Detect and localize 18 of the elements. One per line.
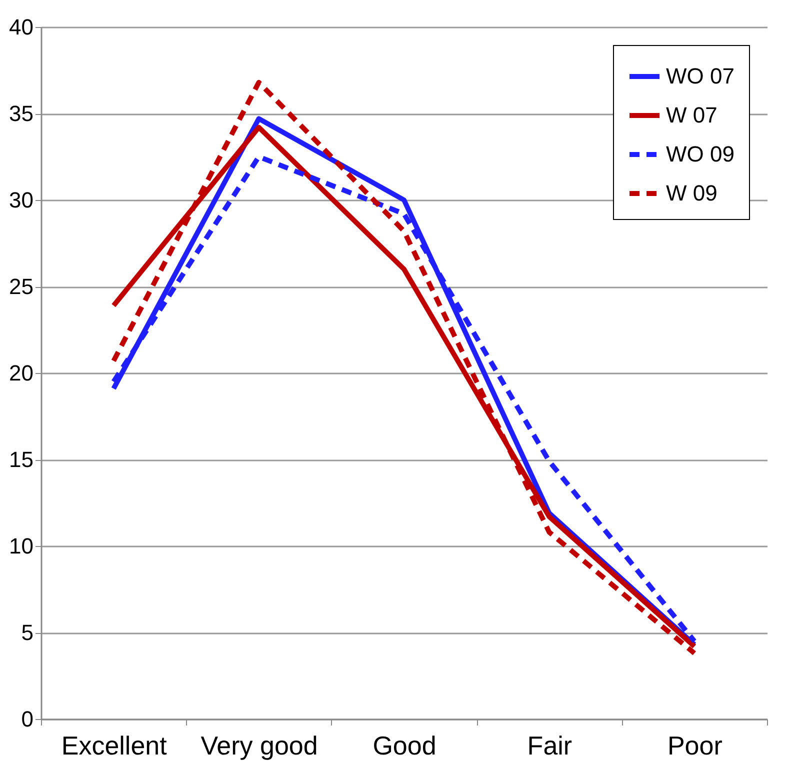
y-tick-label: 20 — [9, 360, 34, 386]
x-tick-label: Excellent — [61, 730, 168, 760]
y-tick-label: 5 — [21, 620, 34, 645]
y-tick-label: 0 — [21, 706, 34, 732]
y-tick-label: 40 — [9, 14, 34, 40]
legend-label: WO 07 — [666, 64, 734, 88]
y-tick-label: 25 — [9, 274, 34, 299]
y-tick-label: 15 — [9, 447, 34, 472]
x-tick-label: Poor — [667, 730, 723, 760]
x-tick-label: Good — [372, 730, 436, 760]
x-tick-label: Fair — [527, 730, 572, 760]
legend-label: WO 09 — [666, 142, 734, 166]
legend-label: W 07 — [666, 102, 718, 128]
y-tick-label: 30 — [9, 188, 34, 212]
x-tick-label: Very good — [200, 730, 318, 760]
legend-label: W 09 — [666, 180, 718, 206]
y-tick-label: 35 — [9, 101, 34, 126]
y-tick-label: 10 — [9, 534, 34, 558]
